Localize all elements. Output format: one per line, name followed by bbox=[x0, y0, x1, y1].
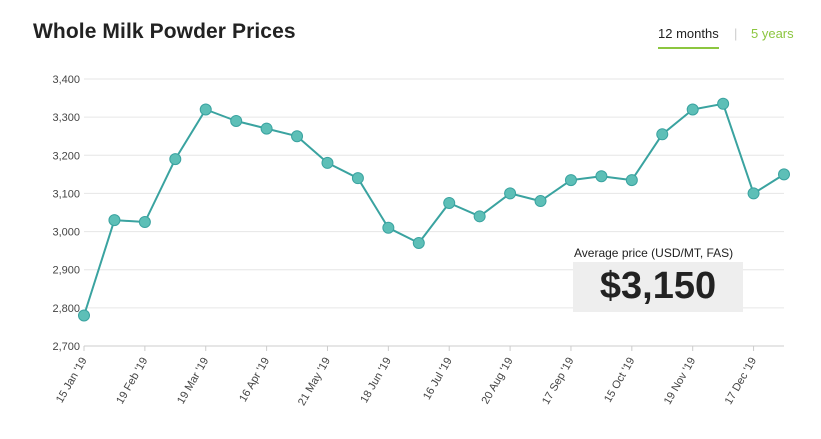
data-point[interactable] bbox=[473, 210, 486, 223]
tab-12-months[interactable]: 12 months bbox=[658, 26, 719, 49]
data-point[interactable] bbox=[108, 214, 121, 227]
x-tick-label: 19 Mar '19 bbox=[175, 356, 211, 407]
data-point[interactable] bbox=[534, 195, 547, 208]
data-point[interactable] bbox=[656, 128, 669, 141]
average-price-label: Average price (USD/MT, FAS) bbox=[573, 244, 744, 262]
x-axis-ticks: 15 Jan '19 19 Feb '19 19 Mar '19 16 Apr '19… bbox=[54, 346, 759, 408]
tab-separator: | bbox=[734, 26, 738, 41]
series-line bbox=[83, 102, 785, 316]
data-point[interactable] bbox=[291, 130, 304, 143]
y-tick-label: 3,100 bbox=[52, 188, 80, 200]
series-line-layer bbox=[83, 102, 785, 316]
x-tick-label: 19 Nov '19 bbox=[662, 356, 699, 407]
x-tick-label: 17 Sep '19 bbox=[540, 356, 577, 407]
data-point[interactable] bbox=[138, 216, 151, 229]
y-tick-label: 2,800 bbox=[52, 303, 80, 315]
data-point[interactable] bbox=[747, 187, 760, 200]
data-point[interactable] bbox=[78, 309, 90, 322]
x-tick-label: 15 Oct '19 bbox=[602, 356, 637, 405]
y-tick-label: 3,400 bbox=[52, 74, 80, 86]
data-point[interactable] bbox=[382, 221, 395, 234]
data-point[interactable] bbox=[625, 174, 638, 187]
data-point[interactable] bbox=[351, 172, 364, 185]
data-point[interactable] bbox=[504, 187, 517, 200]
page-title: Whole Milk Powder Prices bbox=[33, 20, 296, 43]
y-axis-ticks: 2,700 2,800 2,900 3,000 3,100 3,200 3,300 3,400 bbox=[52, 74, 80, 353]
x-tick-label: 16 Apr '19 bbox=[237, 356, 272, 405]
data-point[interactable] bbox=[443, 196, 456, 209]
x-tick-label: 18 Jun '19 bbox=[358, 356, 394, 406]
y-tick-label: 2,900 bbox=[52, 265, 80, 277]
series-points bbox=[78, 97, 790, 322]
y-tick-label: 3,000 bbox=[52, 227, 80, 239]
x-tick-label: 19 Feb '19 bbox=[114, 356, 150, 407]
x-tick-label: 17 Dec '19 bbox=[723, 356, 760, 407]
tab-5-years[interactable]: 5 years bbox=[751, 26, 794, 41]
data-point[interactable] bbox=[199, 103, 212, 116]
x-tick-label: 15 Jan '19 bbox=[54, 356, 90, 406]
y-tick-label: 2,700 bbox=[52, 341, 80, 353]
x-tick-label: 20 Aug '19 bbox=[479, 356, 515, 407]
data-point[interactable] bbox=[260, 122, 273, 135]
data-point[interactable] bbox=[595, 170, 608, 183]
y-tick-label: 3,200 bbox=[52, 150, 80, 162]
data-point[interactable] bbox=[717, 97, 730, 110]
range-tabs: 12 months | 5 years bbox=[640, 26, 810, 52]
data-point[interactable] bbox=[321, 156, 334, 169]
average-price-value: $3,150 bbox=[599, 265, 717, 307]
x-tick-label: 16 Jul '19 bbox=[421, 356, 455, 402]
x-tick-label: 21 May '19 bbox=[296, 356, 333, 408]
data-point[interactable] bbox=[686, 103, 699, 116]
average-price-background bbox=[573, 262, 743, 312]
average-price-panel: Average price (USD/MT, FAS) $3,150 bbox=[573, 244, 744, 312]
y-tick-label: 3,300 bbox=[52, 112, 80, 124]
data-point[interactable] bbox=[230, 114, 243, 127]
data-point[interactable] bbox=[169, 153, 182, 166]
data-point[interactable] bbox=[412, 237, 425, 250]
data-point[interactable] bbox=[564, 174, 577, 187]
data-point[interactable] bbox=[778, 168, 790, 181]
